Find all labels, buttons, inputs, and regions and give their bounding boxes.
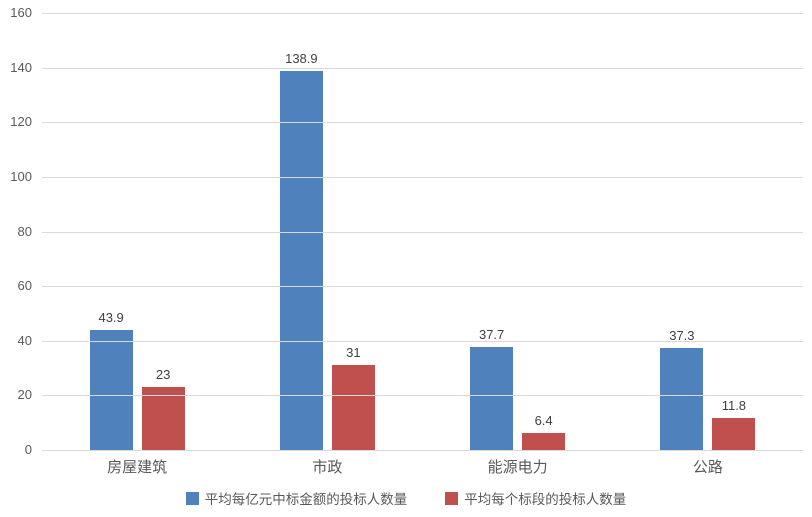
bar-group-1: 43.9 23: [42, 13, 232, 450]
legend-item-series1: 平均每亿元中标金额的投标人数量: [185, 488, 408, 508]
gridline-y-0: [42, 450, 803, 451]
bar-series1: [660, 348, 704, 450]
gridline-y-100: [42, 176, 803, 178]
x-axis-category-labels: 房屋建筑 市政 能源电力 公路: [42, 456, 803, 477]
value-label: 31: [346, 345, 361, 361]
legend-label-series1: 平均每亿元中标金额的投标人数量: [204, 492, 408, 507]
gridline-y-140: [42, 67, 803, 69]
gridline-y-20: [42, 395, 803, 397]
y-axis-tick-label: 80: [17, 223, 32, 239]
bar-column: 31: [331, 345, 375, 450]
value-label: 11.8: [721, 397, 747, 413]
y-axis-tick-label: 20: [17, 387, 32, 403]
value-label: 37.3: [669, 328, 695, 344]
plot-area: 43.9 23 138.9 31 37.7 6.4 37.3 11.8: [42, 13, 803, 451]
gridline-y-80: [42, 231, 803, 233]
bar-series2: [712, 417, 756, 450]
bar-series1: [470, 347, 514, 450]
bar-series2: [141, 387, 185, 450]
bar-column: 138.9: [279, 50, 323, 450]
y-axis-tick-label: 160: [10, 5, 32, 20]
legend-label-series2: 平均每个标段的投标人数量: [464, 492, 627, 507]
gridline-y-120: [42, 122, 803, 124]
value-label: 23: [155, 367, 171, 383]
bar-groups-row: 43.9 23 138.9 31 37.7 6.4 37.3 11.8: [42, 13, 803, 450]
bar-series2: [522, 432, 566, 450]
bar-column: 43.9: [89, 310, 133, 450]
bar-column: 23: [141, 367, 185, 450]
bar-group-4: 37.3 11.8: [613, 13, 803, 450]
bar-column: 6.4: [522, 412, 566, 450]
bar-column: 11.8: [712, 397, 756, 450]
y-axis-tick-label: 140: [10, 59, 32, 75]
value-label: 6.4: [534, 412, 553, 428]
bar-series2: [331, 365, 375, 450]
bar-series1: [89, 330, 133, 450]
y-axis-tick-label: 120: [10, 114, 32, 130]
x-axis-category-label: 房屋建筑: [107, 459, 168, 476]
gridline-y-40: [42, 340, 803, 342]
value-label: 43.9: [98, 310, 124, 326]
value-label: 37.7: [478, 327, 505, 343]
bar-column: 37.7: [470, 327, 514, 450]
x-axis-category-label: 能源电力: [487, 459, 548, 476]
legend: 平均每亿元中标金额的投标人数量 平均每个标段的投标人数量: [0, 488, 812, 508]
value-label: 138.9: [285, 50, 318, 66]
y-axis-tick-label: 40: [17, 332, 32, 348]
gridline-y-160: [42, 13, 803, 14]
legend-marker-series1-icon: [185, 491, 199, 505]
legend-item-series2: 平均每个标段的投标人数量: [445, 488, 626, 508]
bar-series1: [279, 70, 323, 450]
y-axis-tick-label: 100: [10, 168, 32, 184]
gridline-y-60: [42, 286, 803, 288]
y-axis-tick-label: 0: [24, 442, 32, 457]
y-axis-tick-label: 60: [17, 278, 32, 294]
bar-group-2: 138.9 31: [232, 13, 422, 450]
x-axis-category-label: 公路: [692, 459, 723, 476]
legend-marker-series2-icon: [445, 491, 459, 505]
bar-group-3: 37.7 6.4: [423, 13, 613, 450]
bar-column: 37.3: [660, 328, 704, 450]
x-axis-category-label: 市政: [312, 459, 343, 476]
